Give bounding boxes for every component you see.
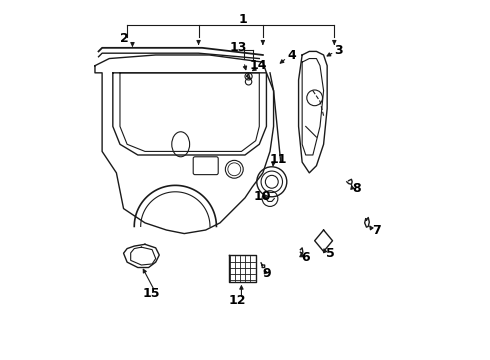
Text: 9: 9 [263,267,271,280]
Text: 10: 10 [253,190,271,203]
Text: 3: 3 [334,44,343,57]
Text: 1: 1 [239,13,247,26]
Text: 12: 12 [228,294,246,307]
Text: 13: 13 [229,41,246,54]
Text: 11: 11 [270,153,287,166]
Text: 14: 14 [250,59,268,72]
Text: 2: 2 [120,32,129,45]
Text: 5: 5 [326,247,334,260]
Text: 8: 8 [352,183,361,195]
Text: 4: 4 [287,49,296,62]
Text: 15: 15 [143,287,160,300]
Text: 7: 7 [372,224,381,237]
Text: 6: 6 [301,251,310,264]
